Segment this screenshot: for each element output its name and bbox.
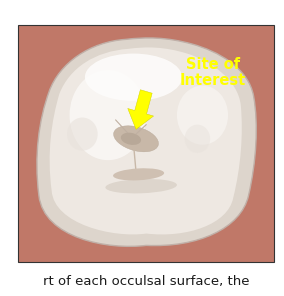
Text: Site of
Interest: Site of Interest [179,57,246,88]
Ellipse shape [113,168,164,181]
Ellipse shape [70,70,146,160]
Ellipse shape [177,86,228,145]
Ellipse shape [121,133,141,145]
Ellipse shape [185,125,210,153]
Ellipse shape [105,179,177,193]
Ellipse shape [85,54,182,101]
PathPatch shape [37,38,256,246]
PathPatch shape [50,47,242,234]
Bar [18,25,274,262]
Text: rt of each occulsal surface, the: rt of each occulsal surface, the [43,275,250,288]
Ellipse shape [67,118,98,151]
FancyArrow shape [128,90,154,129]
Ellipse shape [114,126,158,152]
